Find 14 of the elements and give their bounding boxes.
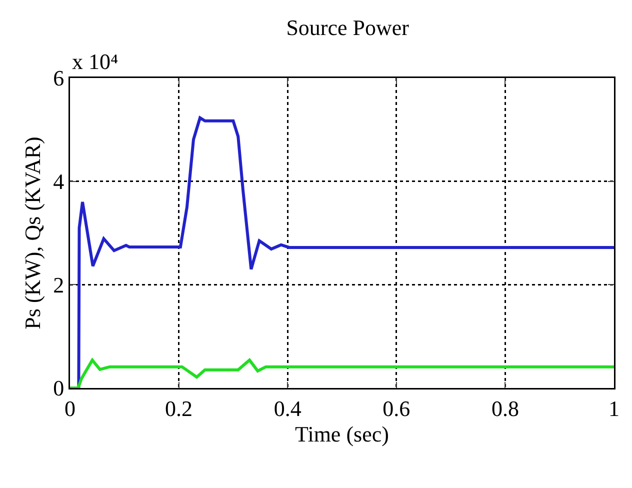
line-series xyxy=(70,358,614,388)
y-tick-label: 6 xyxy=(53,66,64,91)
y-tick-label: 0 xyxy=(53,376,64,401)
y-tick-label: 4 xyxy=(53,169,64,194)
x-tick-label: 0.6 xyxy=(382,396,410,421)
x-tick-label: 0.2 xyxy=(165,396,193,421)
x-tick-label: 0.4 xyxy=(274,396,302,421)
x-tick-label: 0.8 xyxy=(491,396,519,421)
chart-title: Source Power xyxy=(286,14,410,40)
x-tick-label: 1 xyxy=(608,396,620,421)
text: x 10⁴ xyxy=(72,49,118,74)
y-axis-title: Ps (KW), Qs (KVAR) xyxy=(20,136,46,330)
x-axis-title: Time (sec) xyxy=(295,422,389,447)
y-tick-label: 2 xyxy=(53,272,64,298)
